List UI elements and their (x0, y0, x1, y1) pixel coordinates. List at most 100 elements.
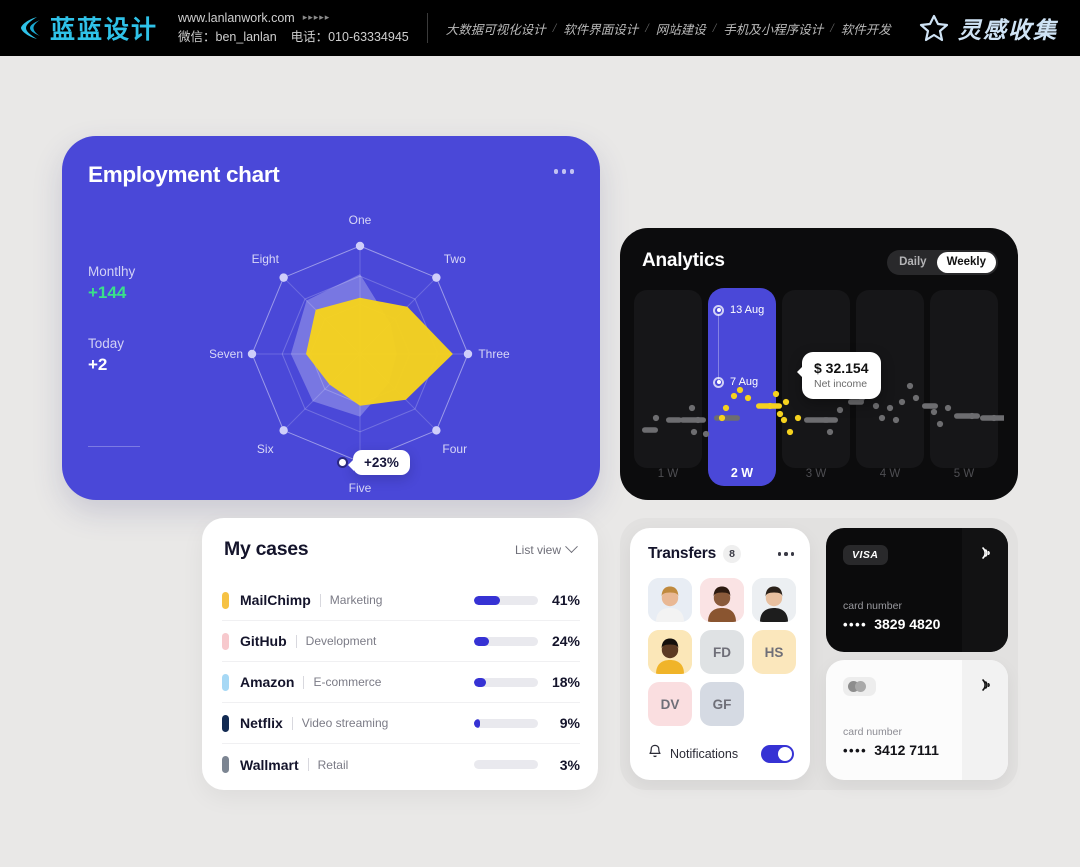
separator: / (712, 20, 717, 35)
avatar-photo-icon (648, 630, 692, 674)
analytics-title: Analytics (642, 250, 725, 271)
progress-bar[interactable] (474, 595, 538, 605)
analytics-card: Analytics Daily Weekly 13 Aug 7 Aug $ 32… (620, 228, 1018, 500)
monthly-label: Montlhy (88, 264, 136, 279)
separator: / (830, 20, 834, 35)
avatar[interactable] (648, 578, 692, 622)
table-row[interactable]: Netflix Video streaming 9% (222, 703, 580, 744)
case-color-chip (222, 756, 229, 773)
card-digits: 3829 4820 (874, 616, 941, 632)
notifications-label: Notifications (670, 747, 739, 761)
avatar-initials[interactable]: FD (700, 630, 744, 674)
services-nav: 大数据可视化设计 / 软件界面设计 / 网站建设 / 手机及小程序设计 / 软件… (446, 19, 891, 38)
toggle-option-weekly[interactable]: Weekly (936, 252, 996, 273)
list-view-label: List view (514, 542, 561, 557)
today-value: +2 (88, 355, 108, 374)
pin-bottom[interactable]: 7 Aug (713, 376, 758, 388)
table-row[interactable]: Amazon E-commerce 18% (222, 662, 580, 703)
today-label: Today (88, 336, 125, 351)
service-item-1[interactable]: 软件界面设计 (563, 22, 639, 37)
chevron-down-icon (565, 540, 578, 554)
week-column-5[interactable] (930, 290, 998, 468)
table-row[interactable]: Wallmart Retail 3% (222, 744, 580, 785)
avatar[interactable] (648, 630, 692, 674)
analytics-period-toggle[interactable]: Daily Weekly (887, 250, 998, 275)
pin-connector (718, 314, 719, 380)
service-item-2[interactable]: 网站建设 (655, 22, 706, 37)
card-number-value: •••• 3412 7111 (843, 742, 939, 758)
radar-axis-label-seven: Seven (210, 347, 243, 361)
case-color-chip (222, 714, 229, 732)
service-item-4[interactable]: 软件开发 (840, 22, 891, 37)
case-name: Amazon (240, 674, 295, 690)
cases-title: My cases (224, 538, 309, 560)
progress-bar[interactable] (474, 677, 538, 687)
website-text: www.lanlanwork.com (178, 10, 295, 25)
radar-chart[interactable]: One Two Three Four Five Six Seven Eight (209, 206, 510, 496)
service-item-3[interactable]: 手机及小程序设计 (723, 22, 824, 37)
table-row[interactable]: GitHub Development 24% (222, 621, 580, 662)
more-horizontal-icon (553, 169, 558, 174)
card-number-label: card number (843, 726, 902, 738)
avatar-initials[interactable]: DV (648, 682, 692, 726)
net-income-label: Net income (814, 378, 868, 390)
credit-card-mastercard[interactable]: card number •••• 3412 7111 (826, 660, 1008, 780)
credit-card-visa[interactable]: VISA card number •••• 3829 4820 (826, 528, 1008, 652)
employment-menu-button[interactable] (553, 169, 574, 174)
contactless-icon (979, 545, 995, 566)
case-percent: 3% (559, 756, 580, 773)
divider (303, 675, 305, 689)
inspiration-brand-text: 灵感收集 (958, 18, 1058, 43)
wechat-text: 微信：ben_lanlan (178, 30, 277, 44)
progress-bar[interactable] (474, 636, 538, 646)
avatar-initials[interactable]: GF (700, 682, 744, 726)
radar-axis-label-five: Five (349, 481, 372, 495)
card-mask: •••• (843, 742, 868, 758)
list-view-selector[interactable]: List view (514, 540, 578, 557)
radar-selected-point[interactable] (337, 457, 348, 468)
cases-header: My cases List view (224, 538, 578, 561)
transfers-menu-button[interactable] (777, 552, 794, 556)
case-category: Development (305, 634, 377, 648)
avatar-photo-icon (648, 578, 692, 622)
logo-text: 蓝蓝设计 (50, 15, 159, 44)
stat-divider (88, 446, 140, 447)
card-mask: •••• (843, 616, 868, 632)
week-label-5: 5 W (953, 468, 975, 480)
case-color-chip (222, 673, 229, 691)
today-stat: Today +2 (88, 336, 124, 375)
separator: / (645, 20, 649, 35)
service-item-0[interactable]: 大数据可视化设计 (445, 22, 546, 37)
transfers-count-badge: 8 (723, 545, 741, 563)
separator: / (552, 20, 557, 35)
table-row[interactable]: MailChimp Marketing 41% (222, 580, 580, 621)
progress-bar[interactable] (474, 718, 538, 728)
toggle-knob (778, 747, 792, 761)
avatar[interactable] (700, 578, 744, 622)
bell-icon (648, 744, 662, 764)
notifications-toggle[interactable] (761, 745, 794, 763)
avatar-initials[interactable]: HS (752, 630, 796, 674)
more-horizontal-icon (569, 169, 574, 174)
pin-top[interactable]: 13 Aug (713, 304, 764, 316)
radar-tooltip: +23% (348, 450, 410, 475)
lanlan-logo-icon (16, 14, 44, 42)
pin-dot-icon (713, 304, 724, 316)
toggle-option-daily[interactable]: Daily (899, 256, 927, 268)
avatar[interactable] (752, 578, 796, 622)
week-label-1: 1 W (657, 468, 679, 480)
more-horizontal-icon (777, 552, 781, 556)
radar-axis-label-six: Six (257, 442, 274, 456)
week-column-1[interactable] (634, 290, 702, 468)
case-category: Retail (317, 757, 349, 772)
progress-bar[interactable] (474, 760, 538, 769)
visa-logo-icon: VISA (843, 545, 888, 565)
divider (291, 716, 293, 730)
site-logo[interactable]: 蓝蓝设计 (16, 10, 158, 46)
top-banner: 蓝蓝设计 www.lanlanwork.com ▸▸▸▸▸ 微信：ben_lan… (0, 0, 1080, 56)
notifications-row[interactable]: Notifications (648, 744, 794, 764)
card-number-value: •••• 3829 4820 (843, 616, 940, 632)
inspiration-brand[interactable]: 灵感收集 (919, 11, 1058, 45)
radar-axis-label-three: Three (478, 347, 510, 361)
mastercard-logo-icon (843, 677, 876, 696)
